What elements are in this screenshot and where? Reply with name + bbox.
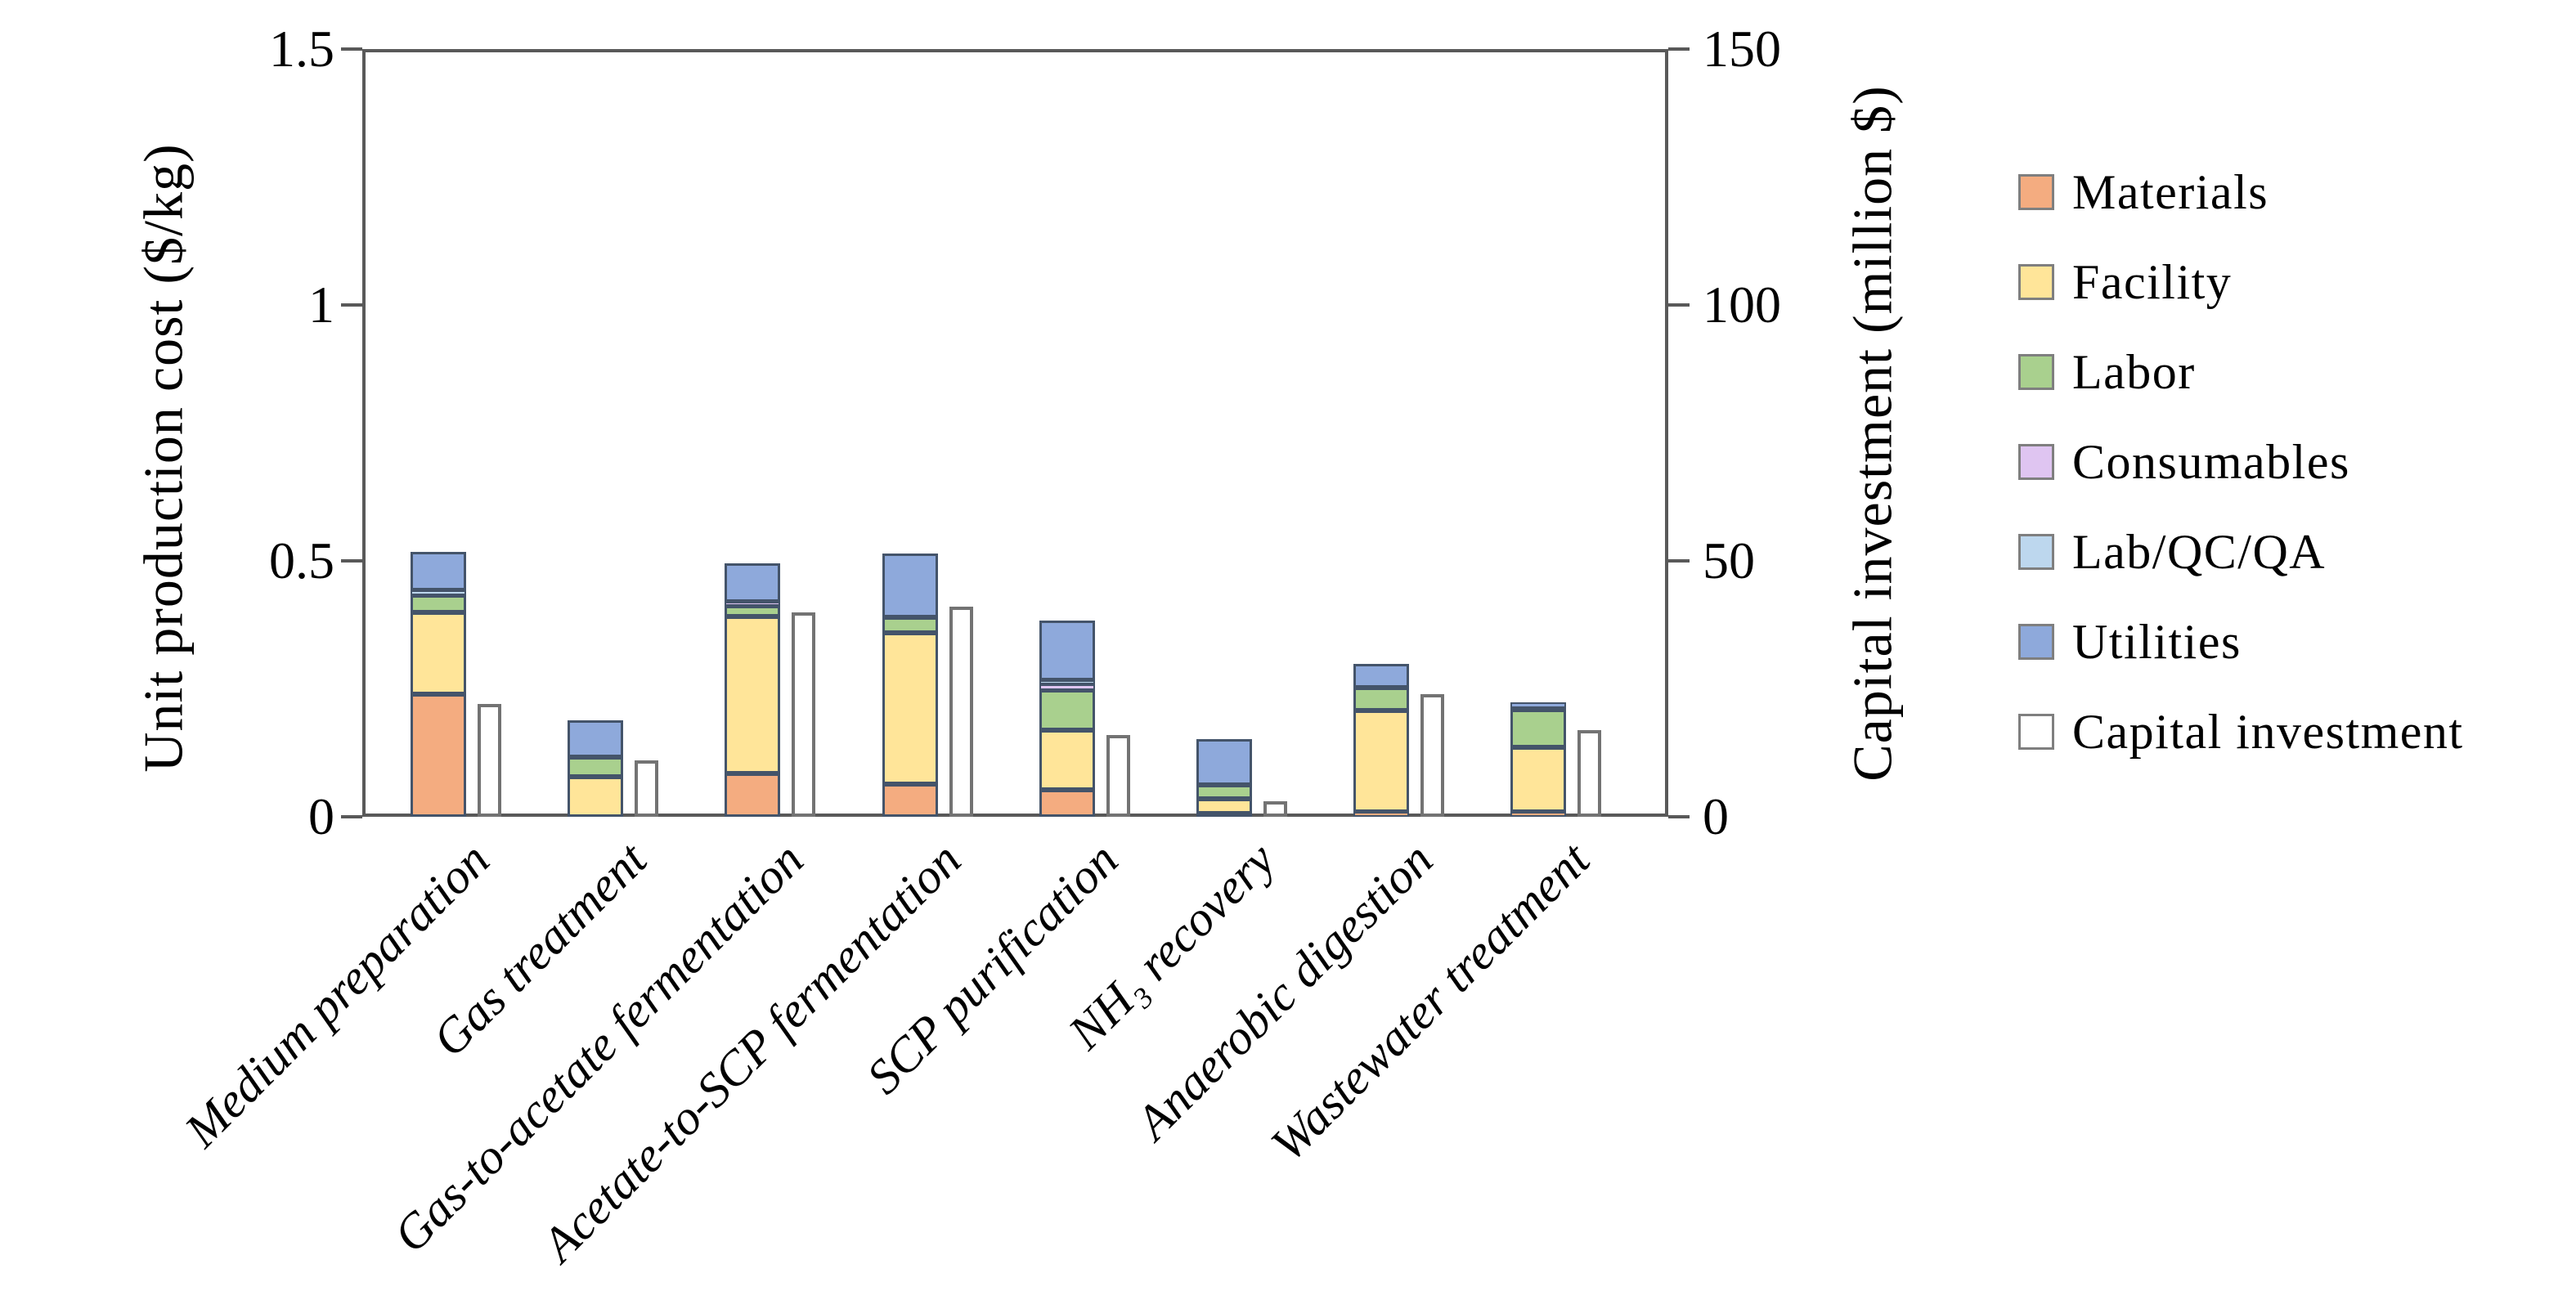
- legend-swatch-icon: [2018, 714, 2054, 750]
- bar-segment-labor: [725, 606, 781, 616]
- capital-investment-bar: [635, 760, 659, 817]
- right-axis-tick-label: 150: [1703, 20, 1781, 78]
- left-axis-tick-label: 1.5: [269, 20, 334, 78]
- right-axis-tick: [1668, 559, 1690, 563]
- bar-segment-utilities: [1510, 702, 1567, 708]
- bar-segment-materials: [1039, 790, 1095, 817]
- legend-swatch-icon: [2018, 354, 2054, 390]
- bar-segment-utilities: [1196, 739, 1252, 785]
- capital-investment-bar: [1106, 734, 1130, 817]
- legend-label: Facility: [2072, 255, 2233, 309]
- legend-label: Materials: [2072, 165, 2269, 219]
- bar-segment-facility: [568, 776, 624, 817]
- right-axis-tick: [1668, 303, 1690, 307]
- left-axis-tick-label: 1: [308, 276, 334, 334]
- legend-item-consumables: Consumables: [2018, 437, 2350, 486]
- bar-segment-labor: [1196, 784, 1252, 800]
- legend-label: Lab/QC/QA: [2072, 525, 2327, 579]
- bar-segment-labor: [1353, 688, 1410, 710]
- bar-segment-labor: [1039, 690, 1095, 730]
- bar-segment-materials: [725, 773, 781, 817]
- capital-investment-bar: [1263, 801, 1287, 817]
- left-axis-tick: [341, 303, 362, 307]
- bar-segment-consumables: [725, 602, 781, 607]
- bar-segment-labor: [1510, 710, 1567, 748]
- legend-swatch-icon: [2018, 444, 2054, 480]
- bar-segment-labor: [568, 756, 624, 777]
- x-axis-category-label: Anaerobic digestion: [1124, 832, 1443, 1150]
- bar-segment-utilities: [725, 563, 781, 603]
- capital-investment-bar: [1420, 693, 1445, 817]
- bar-segment-materials: [411, 693, 466, 817]
- bar-segment-facility: [1039, 729, 1095, 791]
- left-axis-tick-label: 0.5: [269, 531, 334, 589]
- bar-segment-facility: [411, 612, 466, 694]
- right-axis-tick-label: 0: [1703, 787, 1729, 845]
- legend-item-utilities: Utilities: [2018, 617, 2242, 666]
- bar-segment-labor: [411, 594, 466, 612]
- legend-item-lab-qc-qa: Lab/QC/QA: [2018, 527, 2326, 576]
- right-axis-title: Capital investment (million $): [1841, 84, 1904, 782]
- legend-swatch-icon: [2018, 264, 2054, 300]
- bar-segment-lab-qc-qa: [1039, 679, 1095, 684]
- bar-segment-materials: [1510, 811, 1567, 817]
- left-axis-tick: [341, 815, 362, 818]
- left-axis-tick-label: 0: [308, 787, 334, 845]
- legend-label: Consumables: [2072, 435, 2350, 489]
- bar-segment-facility: [725, 616, 781, 774]
- legend-label: Capital investment: [2072, 705, 2464, 759]
- right-axis-tick-label: 50: [1703, 531, 1755, 589]
- capital-investment-bar: [1577, 729, 1602, 817]
- bar-segment-facility: [1510, 747, 1567, 812]
- left-axis-tick: [341, 559, 362, 563]
- bar-segment-utilities: [882, 554, 938, 618]
- left-axis-title: Unit production cost ($/kg): [132, 142, 195, 773]
- bar-segment-facility: [1353, 710, 1410, 812]
- bar-segment-consumables: [1039, 684, 1095, 691]
- bar-segment-facility: [882, 633, 938, 784]
- right-axis-tick-label: 100: [1703, 276, 1781, 334]
- legend-label: Labor: [2072, 345, 2196, 399]
- bar-segment-lab-qc-qa: [411, 589, 466, 595]
- capital-investment-bar: [949, 607, 973, 817]
- legend-item-facility: Facility: [2018, 258, 2232, 307]
- legend-swatch-icon: [2018, 534, 2054, 570]
- bar-segment-utilities: [1039, 621, 1095, 680]
- legend-swatch-icon: [2018, 174, 2054, 210]
- capital-investment-bar: [478, 704, 501, 817]
- bar-segment-utilities: [568, 719, 624, 757]
- bar-segment-lab-qc-qa: [1510, 707, 1567, 710]
- left-axis-tick: [341, 47, 362, 51]
- capital-investment-bar: [792, 612, 816, 817]
- right-axis-tick: [1668, 47, 1690, 51]
- legend-item-capital-investment: Capital investment: [2018, 707, 2464, 756]
- bar-segment-labor: [882, 617, 938, 634]
- bar-segment-utilities: [411, 551, 466, 590]
- x-axis-category-label: Medium preparation: [174, 832, 500, 1158]
- bar-segment-materials: [1196, 813, 1252, 817]
- legend-label: Utilities: [2072, 615, 2242, 669]
- legend-item-labor: Labor: [2018, 347, 2196, 397]
- legend-swatch-icon: [2018, 624, 2054, 660]
- right-axis-tick: [1668, 815, 1690, 818]
- legend-item-materials: Materials: [2018, 168, 2269, 217]
- bar-segment-facility: [1196, 799, 1252, 814]
- bar-segment-materials: [1353, 811, 1410, 817]
- plot-area: [362, 49, 1668, 817]
- bar-segment-utilities: [1353, 664, 1410, 688]
- bar-segment-materials: [882, 783, 938, 817]
